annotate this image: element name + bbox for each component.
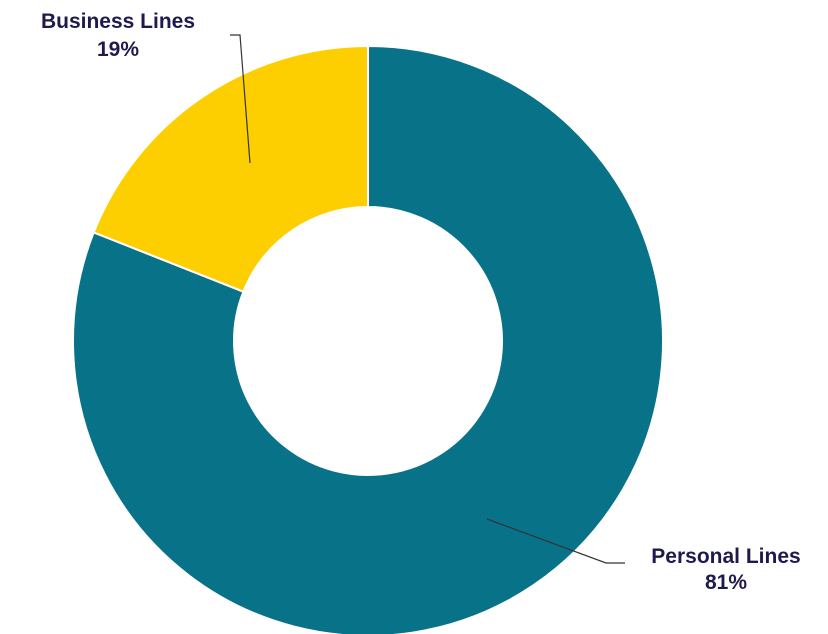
slice-value-business-lines: 19% bbox=[97, 38, 139, 61]
slice-business-lines bbox=[92, 44, 369, 293]
slice-labels: Personal Lines 81% Business Lines 19% bbox=[41, 10, 801, 594]
slice-label-business-lines: Business Lines bbox=[41, 10, 195, 33]
slice-personal-lines bbox=[72, 44, 664, 634]
donut-slices bbox=[72, 44, 664, 634]
leader-line-business-lines bbox=[230, 34, 251, 164]
slice-value-personal-lines: 81% bbox=[705, 571, 747, 594]
leader-lines bbox=[230, 34, 625, 564]
slice-label-personal-lines: Personal Lines bbox=[651, 545, 800, 568]
leader-line-personal-lines bbox=[486, 518, 625, 564]
